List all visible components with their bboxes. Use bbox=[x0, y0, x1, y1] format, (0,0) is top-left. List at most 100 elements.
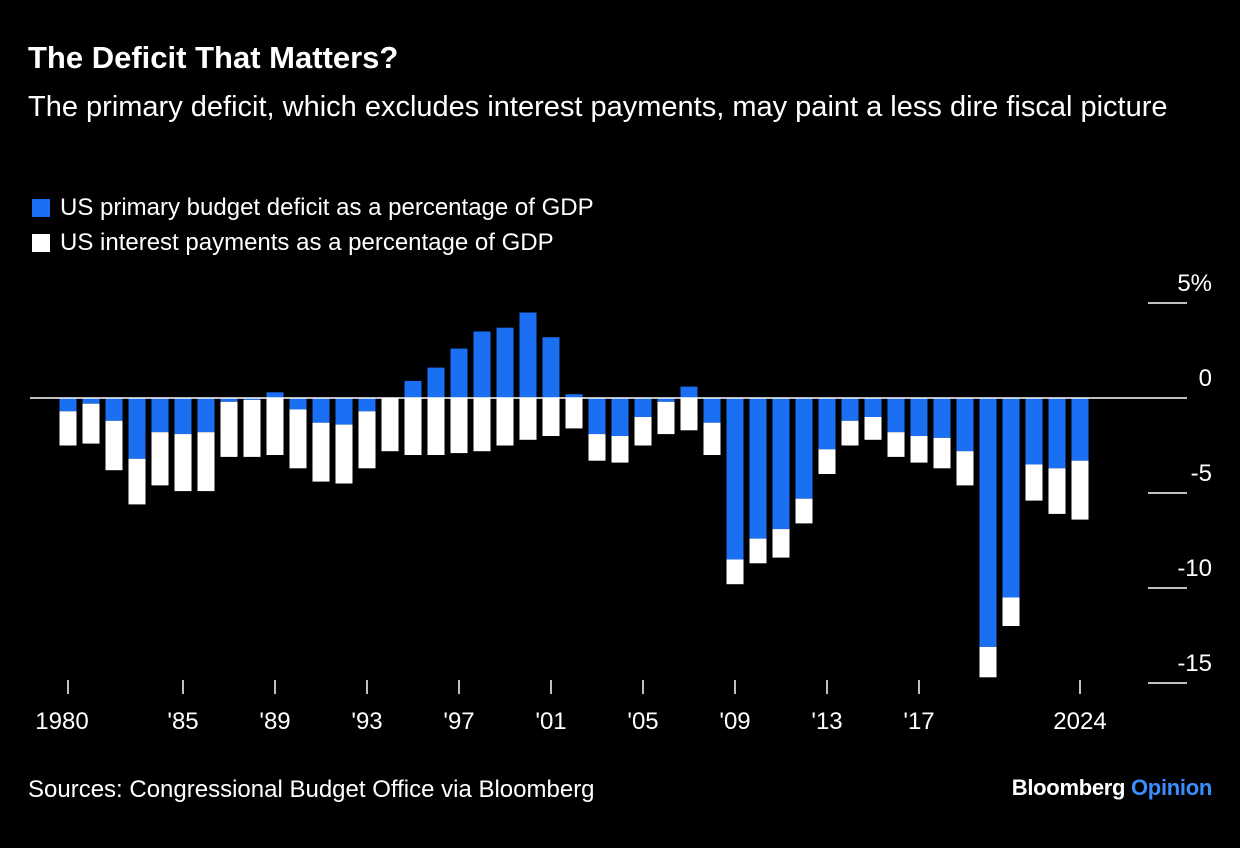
bar-primary-1988 bbox=[243, 398, 261, 400]
x-tick-label-6: '05 bbox=[627, 708, 658, 735]
chart-title: The Deficit That Matters? bbox=[28, 40, 399, 75]
x-tick-label-3: '93 bbox=[351, 708, 382, 735]
brand-logo: Bloomberg Opinion bbox=[1011, 775, 1213, 801]
bar-interest-2007 bbox=[680, 398, 698, 431]
bar-primary-1987 bbox=[220, 398, 238, 402]
x-tick-label-9: '17 bbox=[903, 708, 934, 735]
legend-item-interest-payments: US interest payments as a percentage of … bbox=[32, 229, 554, 257]
x-tick-label-10: 2024 bbox=[1053, 708, 1106, 735]
bar-interest-2024 bbox=[1071, 460, 1089, 520]
brand-suffix: Opinion bbox=[1131, 775, 1212, 800]
bar-interest-2016 bbox=[887, 432, 905, 457]
bar-primary-1999 bbox=[496, 327, 514, 398]
bar-interest-2011 bbox=[772, 529, 790, 558]
bar-interest-1987 bbox=[220, 401, 238, 457]
y-tick-label-0: 5% bbox=[1177, 270, 1212, 297]
bar-interest-1989 bbox=[266, 398, 284, 455]
x-tick-label-0: 1980 bbox=[35, 708, 88, 735]
bar-interest-1994 bbox=[381, 398, 399, 452]
bar-primary-1991 bbox=[312, 398, 330, 423]
bar-interest-1982 bbox=[105, 420, 123, 471]
bar-primary-2003 bbox=[588, 398, 606, 435]
y-tick-label-2: -5 bbox=[1191, 460, 1212, 487]
bar-primary-1982 bbox=[105, 398, 123, 421]
bar-interest-1995 bbox=[404, 398, 422, 455]
bar-interest-1986 bbox=[197, 432, 215, 492]
bar-interest-1996 bbox=[427, 398, 445, 455]
bar-primary-2012 bbox=[795, 398, 813, 499]
bar-primary-2017 bbox=[910, 398, 928, 436]
bar-interest-2012 bbox=[795, 498, 813, 524]
bar-interest-2019 bbox=[956, 451, 974, 486]
bar-interest-2009 bbox=[726, 559, 744, 585]
chart-subtitle: The primary deficit, which excludes inte… bbox=[28, 91, 1168, 123]
bar-primary-1983 bbox=[128, 398, 146, 459]
bar-primary-2019 bbox=[956, 398, 974, 452]
legend-label-interest-payments: US interest payments as a percentage of … bbox=[60, 229, 554, 256]
bar-primary-2016 bbox=[887, 398, 905, 433]
bar-interest-2002 bbox=[565, 398, 583, 429]
bar-interest-1992 bbox=[335, 424, 353, 484]
x-tick-label-5: '01 bbox=[535, 708, 566, 735]
y-tick-label-4: -15 bbox=[1177, 650, 1212, 677]
bar-primary-1984 bbox=[151, 398, 169, 433]
y-tick-label-3: -10 bbox=[1177, 555, 1212, 582]
bar-primary-2011 bbox=[772, 398, 790, 530]
bar-primary-1986 bbox=[197, 398, 215, 433]
bar-primary-2023 bbox=[1048, 398, 1066, 469]
bar-interest-1983 bbox=[128, 458, 146, 505]
bar-primary-2005 bbox=[634, 398, 652, 417]
bar-primary-2024 bbox=[1071, 398, 1089, 461]
bar-interest-1981 bbox=[82, 403, 100, 444]
bar-interest-2018 bbox=[933, 437, 951, 469]
bar-interest-2010 bbox=[749, 538, 767, 564]
y-tick-label-1: 0 bbox=[1199, 365, 1212, 392]
bar-primary-2004 bbox=[611, 398, 629, 436]
bar-interest-2006 bbox=[657, 401, 675, 435]
bar-interest-2001 bbox=[542, 398, 560, 436]
bar-primary-2001 bbox=[542, 337, 560, 398]
bar-interest-2000 bbox=[519, 398, 537, 440]
source-note: Sources: Congressional Budget Office via… bbox=[28, 776, 595, 803]
bar-primary-2021 bbox=[1002, 398, 1020, 598]
bar-primary-2020 bbox=[979, 398, 997, 647]
bar-primary-1998 bbox=[473, 331, 491, 398]
bar-primary-1995 bbox=[404, 380, 422, 398]
bar-primary-2010 bbox=[749, 398, 767, 539]
bar-interest-1988 bbox=[243, 399, 261, 457]
bar-primary-1981 bbox=[82, 398, 100, 404]
bar-primary-2007 bbox=[680, 386, 698, 398]
bar-interest-1999 bbox=[496, 398, 514, 446]
bar-primary-2000 bbox=[519, 312, 537, 398]
bar-interest-1997 bbox=[450, 398, 468, 454]
x-tick-label-1: '85 bbox=[167, 708, 198, 735]
x-tick-label-4: '97 bbox=[443, 708, 474, 735]
legend-item-primary-deficit: US primary budget deficit as a percentag… bbox=[32, 194, 594, 222]
bar-interest-1993 bbox=[358, 411, 376, 469]
bar-interest-2003 bbox=[588, 434, 606, 461]
bar-primary-2002 bbox=[565, 394, 583, 398]
bar-interest-2014 bbox=[841, 420, 859, 446]
bar-interest-1998 bbox=[473, 398, 491, 452]
bar-primary-1985 bbox=[174, 398, 192, 435]
bar-primary-2009 bbox=[726, 398, 744, 560]
bar-interest-2022 bbox=[1025, 464, 1043, 501]
bar-interest-1984 bbox=[151, 432, 169, 486]
legend-swatch-interest-payments bbox=[32, 234, 50, 252]
bar-primary-1989 bbox=[266, 392, 284, 398]
bar-primary-2014 bbox=[841, 398, 859, 421]
bar-interest-1991 bbox=[312, 422, 330, 482]
brand-name: Bloomberg bbox=[1011, 775, 1126, 800]
x-tick-label-2: '89 bbox=[259, 708, 290, 735]
bar-interest-1980 bbox=[59, 411, 77, 446]
bar-primary-1993 bbox=[358, 398, 376, 412]
bar-interest-2021 bbox=[1002, 597, 1020, 626]
bar-interest-2005 bbox=[634, 417, 652, 446]
bar-primary-1997 bbox=[450, 348, 468, 398]
bar-interest-2008 bbox=[703, 422, 721, 455]
bar-primary-2018 bbox=[933, 398, 951, 438]
bar-primary-2008 bbox=[703, 398, 721, 423]
bar-interest-2015 bbox=[864, 417, 882, 440]
bar-primary-2015 bbox=[864, 398, 882, 417]
